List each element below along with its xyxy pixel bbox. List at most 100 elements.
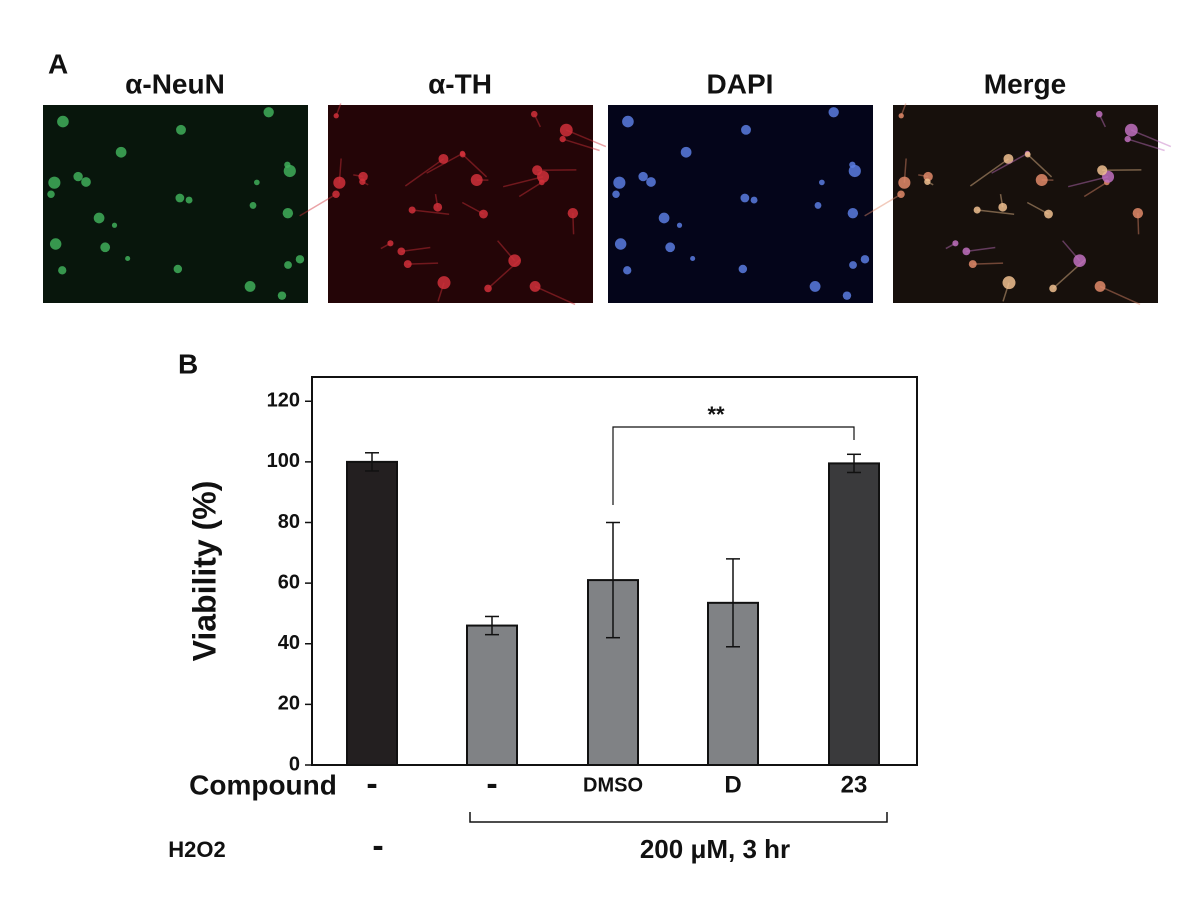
micrograph [893, 105, 1158, 303]
cell [57, 115, 69, 128]
cell [530, 110, 538, 118]
cell [125, 255, 131, 262]
cell [809, 281, 821, 292]
micrograph [328, 105, 593, 303]
error-bar [847, 453, 861, 474]
cell [387, 240, 394, 247]
cell [860, 255, 870, 264]
x-tick-label: - [366, 765, 377, 803]
cell [332, 190, 340, 198]
cell [849, 161, 856, 168]
cell [438, 153, 449, 164]
neurite [991, 152, 1028, 174]
x-tick-label: - [486, 765, 497, 803]
neurite [1083, 181, 1108, 198]
cell [559, 135, 566, 143]
cell [848, 164, 861, 178]
error-bar [365, 452, 379, 472]
cell [842, 291, 852, 300]
neurite [404, 158, 444, 187]
cell [923, 171, 933, 182]
cell [819, 179, 825, 186]
cell [359, 178, 366, 185]
cell [263, 107, 274, 118]
cell [73, 171, 83, 182]
cell [333, 113, 339, 119]
cell [48, 176, 61, 189]
cell [1002, 276, 1016, 290]
cell [397, 247, 406, 256]
neurite [518, 181, 543, 198]
significance-label: ** [707, 402, 725, 427]
cell [111, 222, 118, 228]
cell [849, 261, 857, 269]
cell [613, 176, 626, 189]
cell [433, 202, 443, 212]
cell [283, 164, 296, 178]
cell [1094, 281, 1106, 292]
cell [658, 212, 670, 224]
panel-label: A [48, 48, 68, 79]
neurite [864, 193, 902, 217]
y-tick-label: 120 [267, 390, 300, 412]
cell [741, 124, 751, 135]
cell [750, 196, 758, 204]
neurite [534, 285, 576, 306]
cell [532, 165, 543, 176]
image-label: DAPI [707, 68, 774, 99]
cell [847, 207, 859, 219]
cell [479, 209, 488, 219]
bar [346, 460, 398, 766]
cell [284, 161, 291, 168]
cell [508, 254, 521, 267]
cell [1003, 153, 1014, 164]
cell [185, 196, 193, 204]
cell [282, 207, 294, 219]
cell [100, 242, 111, 253]
cell [612, 190, 620, 198]
cell [175, 193, 185, 203]
cell [898, 176, 911, 189]
x-tick-label: D [724, 771, 741, 798]
cell [1095, 110, 1103, 118]
cell [567, 207, 579, 219]
cell [623, 266, 632, 275]
cell [665, 242, 676, 253]
micrograph [43, 105, 308, 303]
cell [646, 177, 656, 187]
cell [49, 238, 62, 250]
image-label: α-TH [428, 68, 492, 99]
neurite [426, 152, 463, 174]
cell [459, 151, 466, 158]
neurite [966, 246, 996, 253]
cell [924, 178, 931, 185]
cell [614, 238, 627, 250]
cell [690, 255, 696, 262]
cell [622, 115, 634, 128]
error-bar [485, 615, 499, 636]
cell [676, 222, 683, 228]
neurite [972, 262, 1004, 265]
neurite [977, 209, 1015, 215]
cell [962, 247, 971, 256]
cell [173, 264, 183, 274]
cell [740, 193, 750, 203]
cell [93, 212, 105, 224]
y-axis-label: Viability (%) [186, 481, 222, 662]
cell [47, 190, 55, 198]
panel-label: B [178, 348, 198, 379]
cell [1024, 151, 1031, 158]
cell [814, 202, 822, 209]
cell [284, 261, 292, 269]
cell [738, 264, 748, 274]
x-tick-label: DMSO [583, 774, 643, 796]
cell [333, 176, 346, 189]
treatment-bracket [469, 812, 888, 823]
cell [1049, 284, 1057, 293]
cell [1124, 123, 1138, 137]
cell [176, 124, 186, 135]
cell [897, 190, 905, 198]
cell [952, 240, 959, 247]
neurite [566, 129, 607, 148]
cell [470, 174, 483, 186]
